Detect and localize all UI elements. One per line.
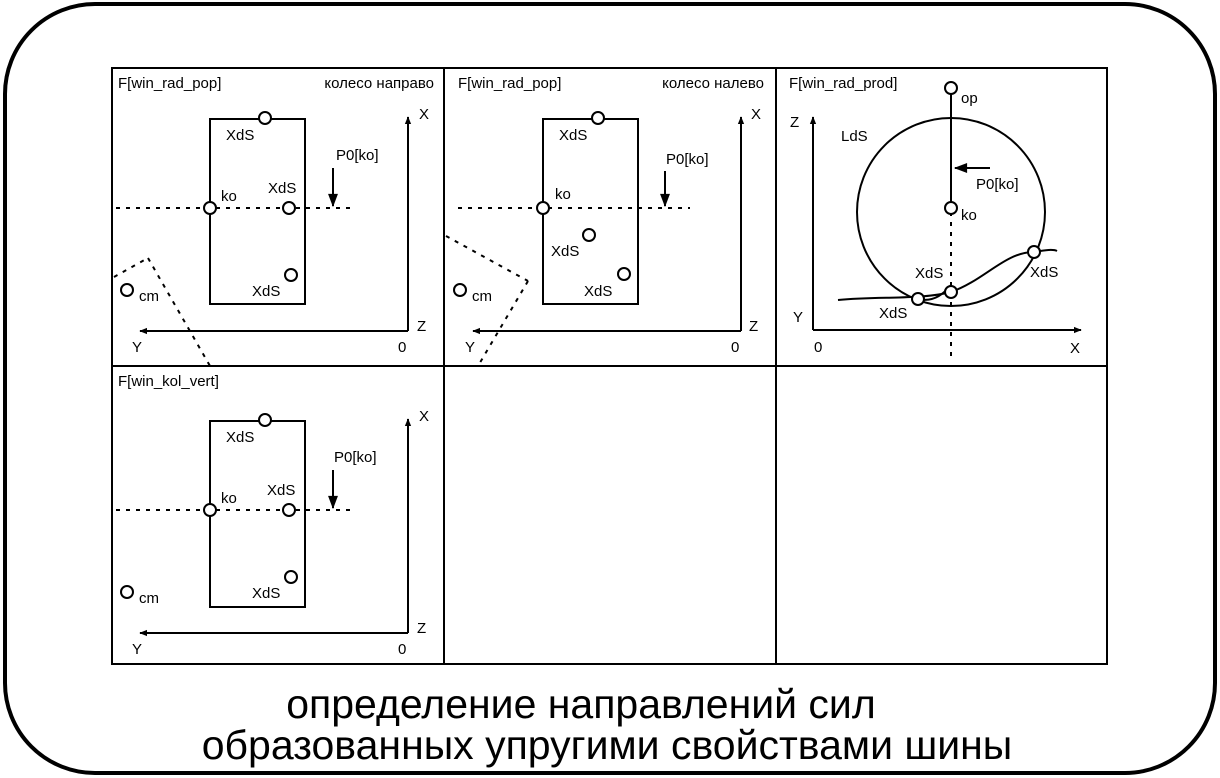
- p0-label: P0[ko]: [666, 151, 709, 168]
- cm-point: [453, 283, 467, 297]
- cm-label: cm: [472, 288, 492, 305]
- z-axis-label: Z: [417, 620, 426, 637]
- xds-point: [591, 111, 605, 125]
- panel-win-rad-pop-left: F[win_rad_pop] колесо налево XdS XdS XdS…: [445, 75, 764, 367]
- ko-point: [203, 201, 217, 215]
- xds-label: XdS: [267, 482, 295, 499]
- xds-point: [582, 228, 596, 242]
- xds-point: [1027, 245, 1041, 259]
- xds-point: [284, 268, 298, 282]
- xds-point: [282, 201, 296, 215]
- panel-win-rad-pop-right: F[win_rad_pop] колесо направо XdS XdS Xd…: [113, 75, 434, 367]
- outer-frame: [3, 2, 1217, 775]
- ko-point: [944, 201, 958, 215]
- xds-label: XdS: [226, 127, 254, 144]
- boundary-dotted-line: [147, 257, 211, 367]
- y-axis-label: Y: [132, 339, 142, 356]
- xds-point: [617, 267, 631, 281]
- panel-grid: [111, 67, 1108, 665]
- xds-point: [258, 111, 272, 125]
- origin-label: 0: [731, 339, 739, 356]
- panel-subtitle: колесо налево: [662, 75, 764, 92]
- y-axis-label: Y: [132, 641, 142, 658]
- x-axis-label: X: [751, 106, 761, 123]
- xds-label: XdS: [252, 585, 280, 602]
- lds-label: LdS: [841, 128, 868, 145]
- ko-label: ko: [961, 207, 977, 224]
- y-axis-label: Y: [465, 339, 475, 356]
- boundary-dotted-line: [477, 280, 529, 367]
- p0-label: P0[ko]: [976, 176, 1019, 193]
- origin-label: 0: [398, 339, 406, 356]
- xds-label: XdS: [551, 243, 579, 260]
- z-axis-label: Z: [790, 114, 799, 131]
- xds-label: XdS: [584, 283, 612, 300]
- xds-label: XdS: [268, 180, 296, 197]
- ko-point: [203, 503, 217, 517]
- panel-win-kol-vert: F[win_kol_vert] XdS XdS XdS ko P0[ko] cm…: [116, 373, 429, 658]
- op-point: [944, 81, 958, 95]
- origin-label: 0: [398, 641, 406, 658]
- origin-label: 0: [814, 339, 822, 356]
- xds-point: [284, 570, 298, 584]
- ko-label: ko: [221, 490, 237, 507]
- panel-title: F[win_rad_prod]: [789, 75, 897, 92]
- cm-point: [120, 585, 134, 599]
- xds-label: XdS: [915, 265, 943, 282]
- cm-label: cm: [139, 590, 159, 607]
- p0-label: P0[ko]: [336, 147, 379, 164]
- xds-label: XdS: [879, 305, 907, 322]
- caption-line-2: образованных упругими свойствами шины: [202, 722, 1013, 768]
- xds-label: XdS: [226, 429, 254, 446]
- panel-title: F[win_rad_pop]: [118, 75, 221, 92]
- cm-label: cm: [139, 288, 159, 305]
- ko-label: ko: [221, 188, 237, 205]
- boundary-dotted-line: [113, 257, 149, 278]
- xds-point: [258, 413, 272, 427]
- panel-win-rad-prod: F[win_rad_prod] op Z LdS P0[ko] ko XdS X…: [789, 75, 1082, 358]
- ko-label: ko: [555, 186, 571, 203]
- z-axis-label: Z: [417, 318, 426, 335]
- ground-contour-curve: [837, 248, 1058, 301]
- panel-title: F[win_rad_pop]: [458, 75, 561, 92]
- y-axis-label: Y: [793, 309, 803, 326]
- xds-point: [282, 503, 296, 517]
- op-label: op: [961, 90, 978, 107]
- cm-point: [120, 283, 134, 297]
- panel-title: F[win_kol_vert]: [118, 373, 219, 390]
- x-axis-label: X: [419, 408, 429, 425]
- xds-point: [944, 285, 958, 299]
- xds-label: XdS: [1030, 264, 1058, 281]
- xds-label: XdS: [252, 283, 280, 300]
- xds-label: XdS: [559, 127, 587, 144]
- p0-label: P0[ko]: [334, 449, 377, 466]
- panel-subtitle: колесо направо: [324, 75, 434, 92]
- z-axis-label: Z: [749, 318, 758, 335]
- caption-line-1: определение направлений сил: [286, 681, 876, 727]
- ko-point: [536, 201, 550, 215]
- x-axis-label: X: [419, 106, 429, 123]
- xds-point: [911, 292, 925, 306]
- x-axis-label: X: [1070, 340, 1080, 357]
